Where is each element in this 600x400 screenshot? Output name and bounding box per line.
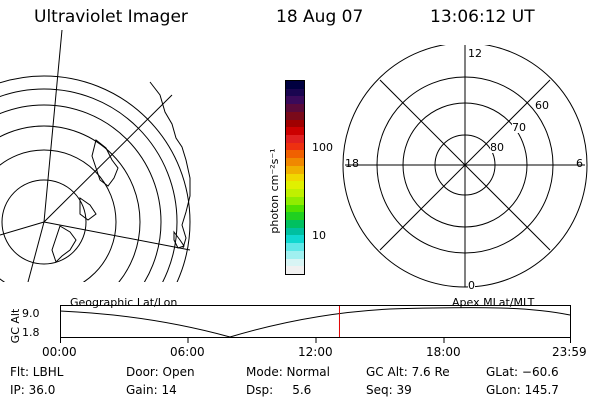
colorbar-segment — [286, 266, 304, 274]
map-lat-circle — [1, 179, 87, 265]
map-lat-circle — [0, 88, 178, 282]
coastline-new-zealand — [91, 139, 119, 187]
colorbar-segment — [286, 219, 304, 228]
lat-label-70: 70 — [512, 121, 526, 134]
colorbar-segment — [286, 250, 304, 259]
coastline-antarctica — [51, 225, 77, 263]
colorbar-segment — [286, 196, 304, 205]
mlt-label-12: 12 — [468, 47, 482, 60]
x-tick-label-1200: 12:00 — [298, 345, 333, 359]
geographic-map — [0, 30, 191, 282]
status-mode: Mode: Normal — [246, 365, 330, 379]
colorbar-segment — [286, 142, 304, 151]
lat-label-60: 60 — [535, 99, 549, 112]
colorbar-segment — [286, 158, 304, 166]
status-ip: IP: 36.0 — [10, 383, 56, 397]
polar-diagonal — [379, 79, 551, 251]
map-meridian — [27, 221, 45, 282]
colorbar-segment — [286, 96, 304, 105]
x-tick-label-2359: 23:59 — [552, 345, 587, 359]
x-tick-label-0000: 00:00 — [42, 345, 77, 359]
colorbar-label: photon cm⁻²s⁻¹ — [268, 148, 281, 234]
colorbar-tick-100: 100 — [312, 141, 333, 154]
timeline-right-label: Apex MLat/MLT — [452, 296, 535, 309]
timeline-y-top: 9.0 — [22, 307, 40, 320]
colorbar-segment — [286, 150, 304, 159]
status-door: Door: Open — [126, 365, 195, 379]
x-tick-label-1800: 18:00 — [426, 345, 461, 359]
status-seq: Seq: 39 — [366, 383, 412, 397]
coastline-australia — [149, 81, 191, 249]
colorbar — [285, 80, 305, 275]
colorbar-segment — [286, 165, 304, 174]
lat-label-80: 80 — [490, 141, 504, 154]
status-filter: Flt: LBHL — [10, 365, 64, 379]
mlt-label-6: 6 — [576, 157, 583, 170]
timeline-frame — [60, 305, 571, 338]
colorbar-segment — [286, 111, 304, 120]
map-meridian — [43, 30, 63, 223]
colorbar-segment — [286, 227, 304, 236]
altitude-timeline — [60, 305, 571, 343]
status-dsp: Dsp: 5.6 — [246, 383, 312, 397]
map-meridian — [43, 221, 191, 251]
x-tick-label-0600: 06:00 — [170, 345, 205, 359]
status-glat: GLat: −60.6 — [486, 365, 559, 379]
colorbar-segment — [286, 212, 304, 220]
colorbar-tick-10: 10 — [312, 229, 326, 242]
mlt-label-18: 18 — [345, 157, 359, 170]
status-glon: GLon: 145.7 — [486, 383, 559, 397]
map-lat-circle — [0, 125, 141, 282]
timeline-y-bottom: 1.8 — [22, 326, 40, 339]
status-gain: Gain: 14 — [126, 383, 177, 397]
colorbar-segment — [286, 258, 304, 267]
polar-plot — [342, 45, 588, 288]
altitude-curve — [60, 307, 571, 338]
colorbar-segment — [286, 104, 304, 112]
coastline-tasmania — [173, 230, 185, 249]
map-meridian — [0, 221, 45, 236]
colorbar-segment — [286, 135, 304, 143]
colorbar-segment — [286, 235, 304, 244]
colorbar-segment — [286, 127, 304, 136]
map-lat-circle — [0, 149, 117, 282]
colorbar-segment — [286, 88, 304, 97]
timeline-left-label: Geographic Lat/Lon — [70, 296, 178, 309]
colorbar-segment — [286, 81, 304, 89]
colorbar-segment — [286, 243, 304, 251]
status-gc-alt: GC Alt: 7.6 Re — [366, 365, 450, 379]
observation-time: 13:06:12 UT — [430, 7, 535, 27]
map-lat-circle — [0, 75, 191, 282]
colorbar-segment — [286, 173, 304, 182]
mlt-label-0: 0 — [468, 279, 475, 292]
map-lat-circle — [0, 104, 162, 282]
map-meridian — [43, 94, 173, 223]
instrument-title: Ultraviolet Imager — [34, 7, 188, 27]
colorbar-segment — [286, 204, 304, 213]
colorbar-segment — [286, 189, 304, 197]
observation-date: 18 Aug 07 — [276, 7, 364, 27]
timeline-axis-label: GC Alt — [9, 308, 22, 344]
colorbar-segment — [286, 181, 304, 190]
colorbar-segment — [286, 119, 304, 128]
coastline-nz-south — [79, 197, 97, 221]
